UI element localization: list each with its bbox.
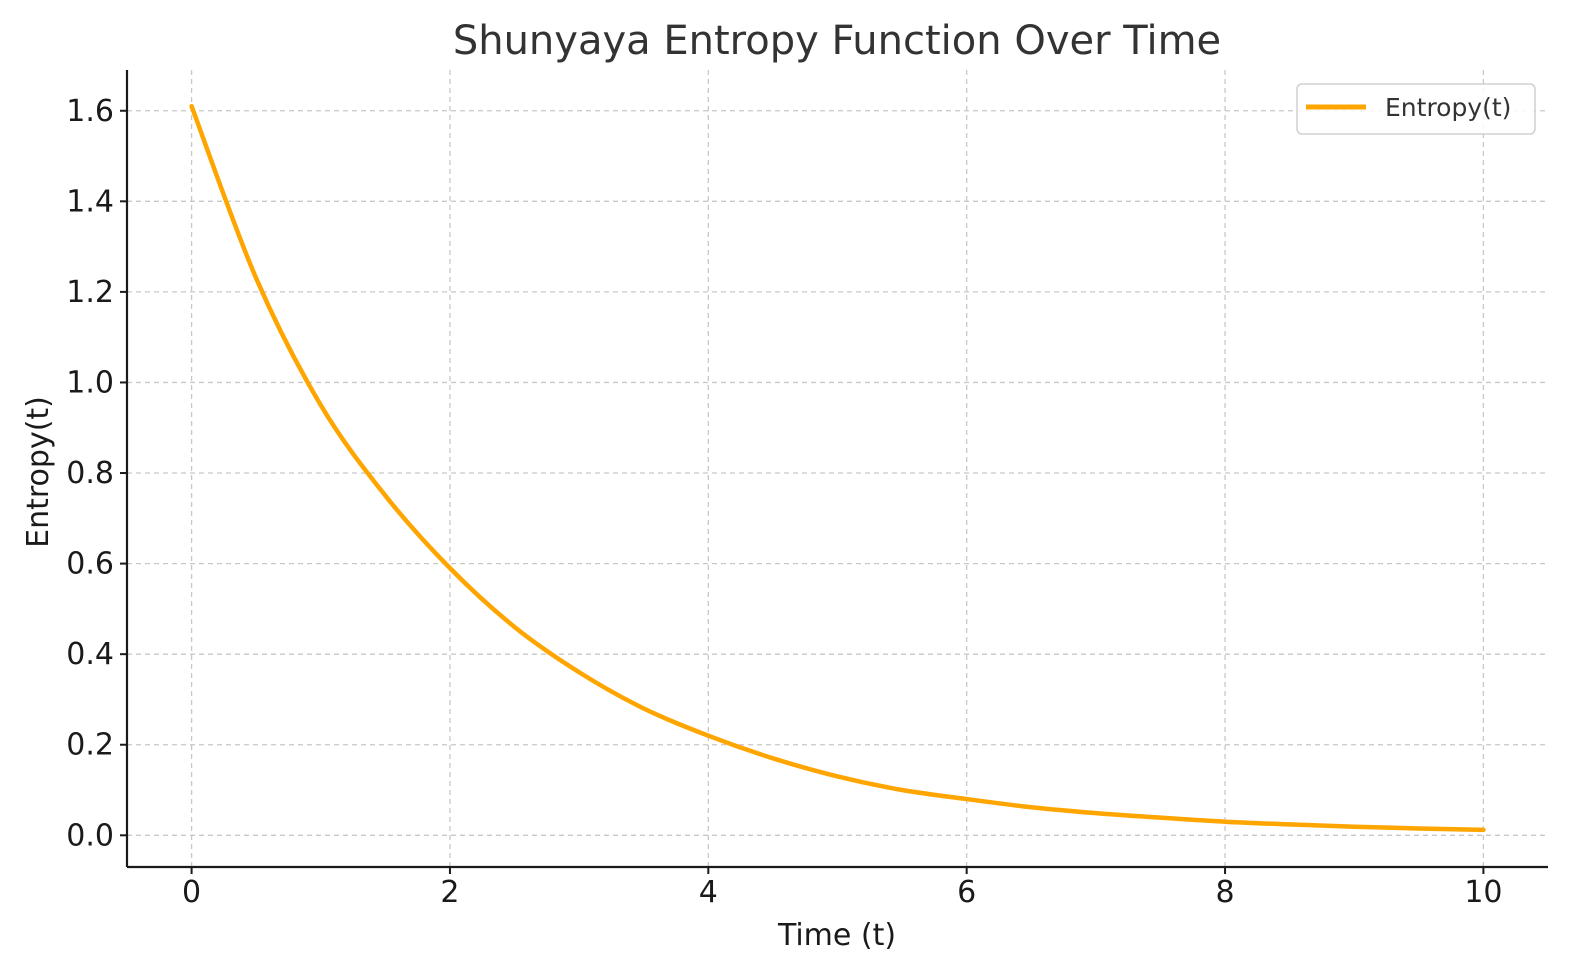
y-tick-label: 1.6	[66, 94, 114, 129]
x-axis-label: Time (t)	[777, 918, 896, 953]
data-point	[189, 104, 194, 109]
data-point	[447, 566, 452, 571]
data-point	[1223, 819, 1228, 824]
data-point	[1416, 826, 1421, 831]
data-point	[1352, 824, 1357, 829]
data-point	[318, 403, 323, 408]
y-tick-label: 0.6	[66, 547, 114, 582]
data-point	[641, 706, 646, 711]
grid-layer	[127, 70, 1548, 867]
x-tick-label: 2	[440, 875, 459, 910]
y-tick-label: 0.0	[66, 818, 114, 853]
data-point	[1029, 805, 1034, 810]
chart-title: Shunyaya Entropy Function Over Time	[453, 18, 1221, 64]
x-tick-label: 4	[699, 875, 718, 910]
y-tick-label: 1.4	[66, 184, 114, 219]
data-point	[1287, 822, 1292, 827]
y-tick-label: 1.0	[66, 365, 114, 400]
data-point	[1481, 827, 1486, 832]
data-point	[1158, 815, 1163, 820]
legend-box	[1296, 83, 1536, 135]
data-point	[1093, 811, 1098, 816]
x-tick-label: 10	[1464, 875, 1502, 910]
x-tick-label: 6	[957, 875, 976, 910]
tick-layer: 0 2 4 6 8 10 0.0 0.2 0.4 0.6 0.8 1.0 1.2 1.4 1.6	[66, 94, 1502, 910]
data-point	[383, 493, 388, 498]
data-point	[254, 276, 259, 281]
data-point	[835, 774, 840, 779]
y-tick-label: 0.8	[66, 456, 114, 491]
data-point	[706, 733, 711, 738]
legend: Entropy(t)	[1296, 83, 1536, 135]
series-line	[189, 103, 1486, 833]
y-tick-label: 1.2	[66, 275, 114, 310]
data-point	[770, 756, 775, 761]
y-tick-label: 0.4	[66, 637, 114, 672]
data-point	[964, 797, 969, 802]
x-tick-label: 0	[182, 875, 201, 910]
data-point	[900, 788, 905, 793]
x-tick-label: 8	[1215, 875, 1234, 910]
series-layer	[189, 103, 1486, 833]
legend-label: Entropy(t)	[1385, 93, 1511, 122]
data-point	[577, 670, 582, 675]
y-axis-label: Entropy(t)	[21, 396, 56, 548]
data-point	[512, 624, 517, 629]
y-tick-label: 0.2	[66, 728, 114, 763]
